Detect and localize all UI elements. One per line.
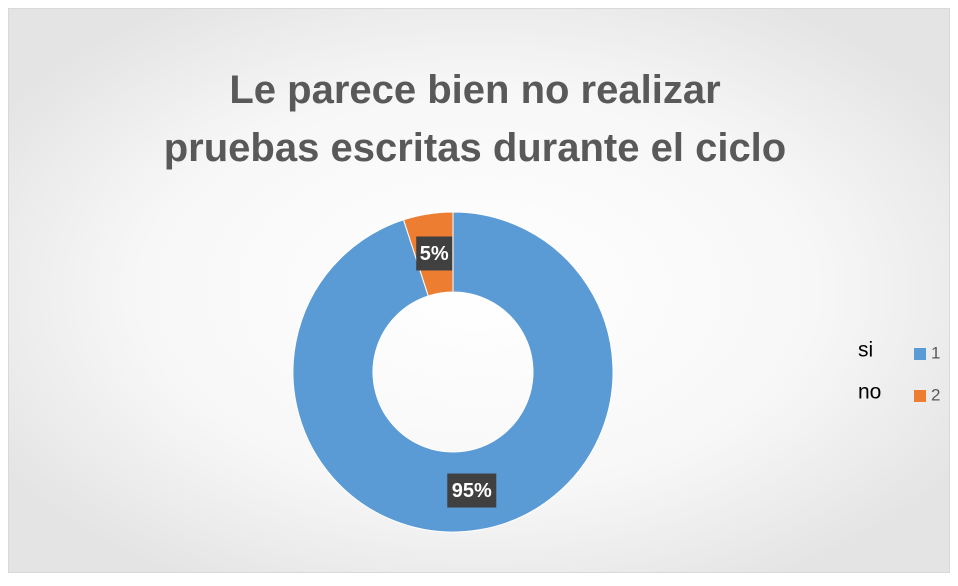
data-label: 95% [452,480,492,502]
legend-swatch [914,390,926,402]
data-label: 5% [420,243,449,265]
data-label-box [416,236,453,271]
legend-text: si [858,339,873,362]
data-label-box [447,473,497,508]
legend-text: no [858,381,881,404]
chart-title: Le parece bien no realizar pruebas escrit… [164,68,786,170]
donut-slice [292,211,614,533]
legend-swatch [914,348,926,360]
legend-label: 2 [931,385,940,404]
legend-label: 1 [931,343,940,362]
